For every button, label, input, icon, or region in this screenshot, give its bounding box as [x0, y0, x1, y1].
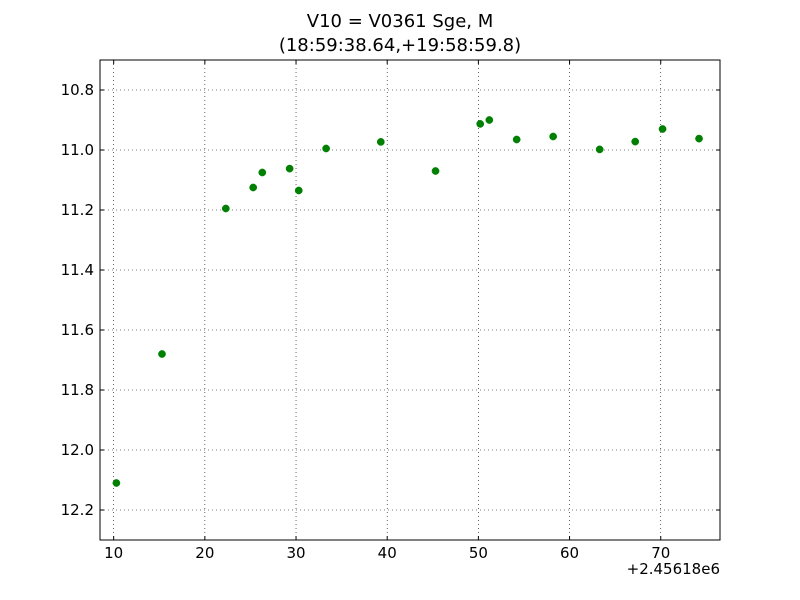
data-point — [595, 145, 604, 154]
y-tick-label: 11.2 — [61, 201, 94, 219]
y-tick-label: 11.0 — [61, 141, 94, 159]
data-point — [658, 125, 667, 133]
data-point — [549, 132, 557, 141]
y-tick-label: 11.6 — [61, 321, 94, 339]
data-point — [112, 479, 121, 487]
data-point — [485, 116, 494, 124]
chart-title-line-2: (18:59:38.64,+19:58:59.8) — [278, 35, 522, 56]
y-tick-label: 10.8 — [61, 81, 94, 99]
data-point — [258, 168, 267, 177]
tick-layer: 10 20 30 40 50 60 70 10.8 11.0 11.2 11.4 11.6 11.8 12… — [61, 60, 720, 562]
data-point — [631, 137, 640, 146]
chart-title-line-1: V10 = V0361 Sge, M — [306, 11, 494, 32]
data-point — [322, 144, 330, 153]
points-layer — [112, 116, 703, 487]
x-tick-label: 20 — [195, 544, 214, 562]
y-tick-label: 11.4 — [61, 261, 94, 279]
x-tick-label: 50 — [469, 544, 488, 562]
data-point — [294, 186, 303, 195]
axes-frame — [99, 59, 721, 541]
x-tick-label: 60 — [560, 544, 579, 562]
data-point — [695, 134, 703, 143]
data-point — [221, 204, 230, 213]
x-tick-label: 30 — [286, 544, 305, 562]
data-point — [512, 135, 521, 144]
x-tick-label: 70 — [651, 544, 670, 562]
data-point — [376, 138, 385, 146]
grid-layer — [100, 60, 720, 540]
y-tick-label: 12.2 — [61, 501, 94, 519]
y-tick-label: 11.8 — [61, 381, 94, 399]
y-tick-label: 12.0 — [61, 441, 94, 459]
data-point — [249, 183, 258, 192]
data-point — [476, 120, 485, 128]
data-point — [431, 167, 440, 175]
data-point — [285, 164, 294, 173]
x-axis-offset-label: +2.45618e6 — [626, 560, 720, 578]
x-tick-label: 10 — [104, 544, 123, 562]
x-tick-label: 40 — [378, 544, 397, 562]
data-point — [158, 350, 166, 358]
